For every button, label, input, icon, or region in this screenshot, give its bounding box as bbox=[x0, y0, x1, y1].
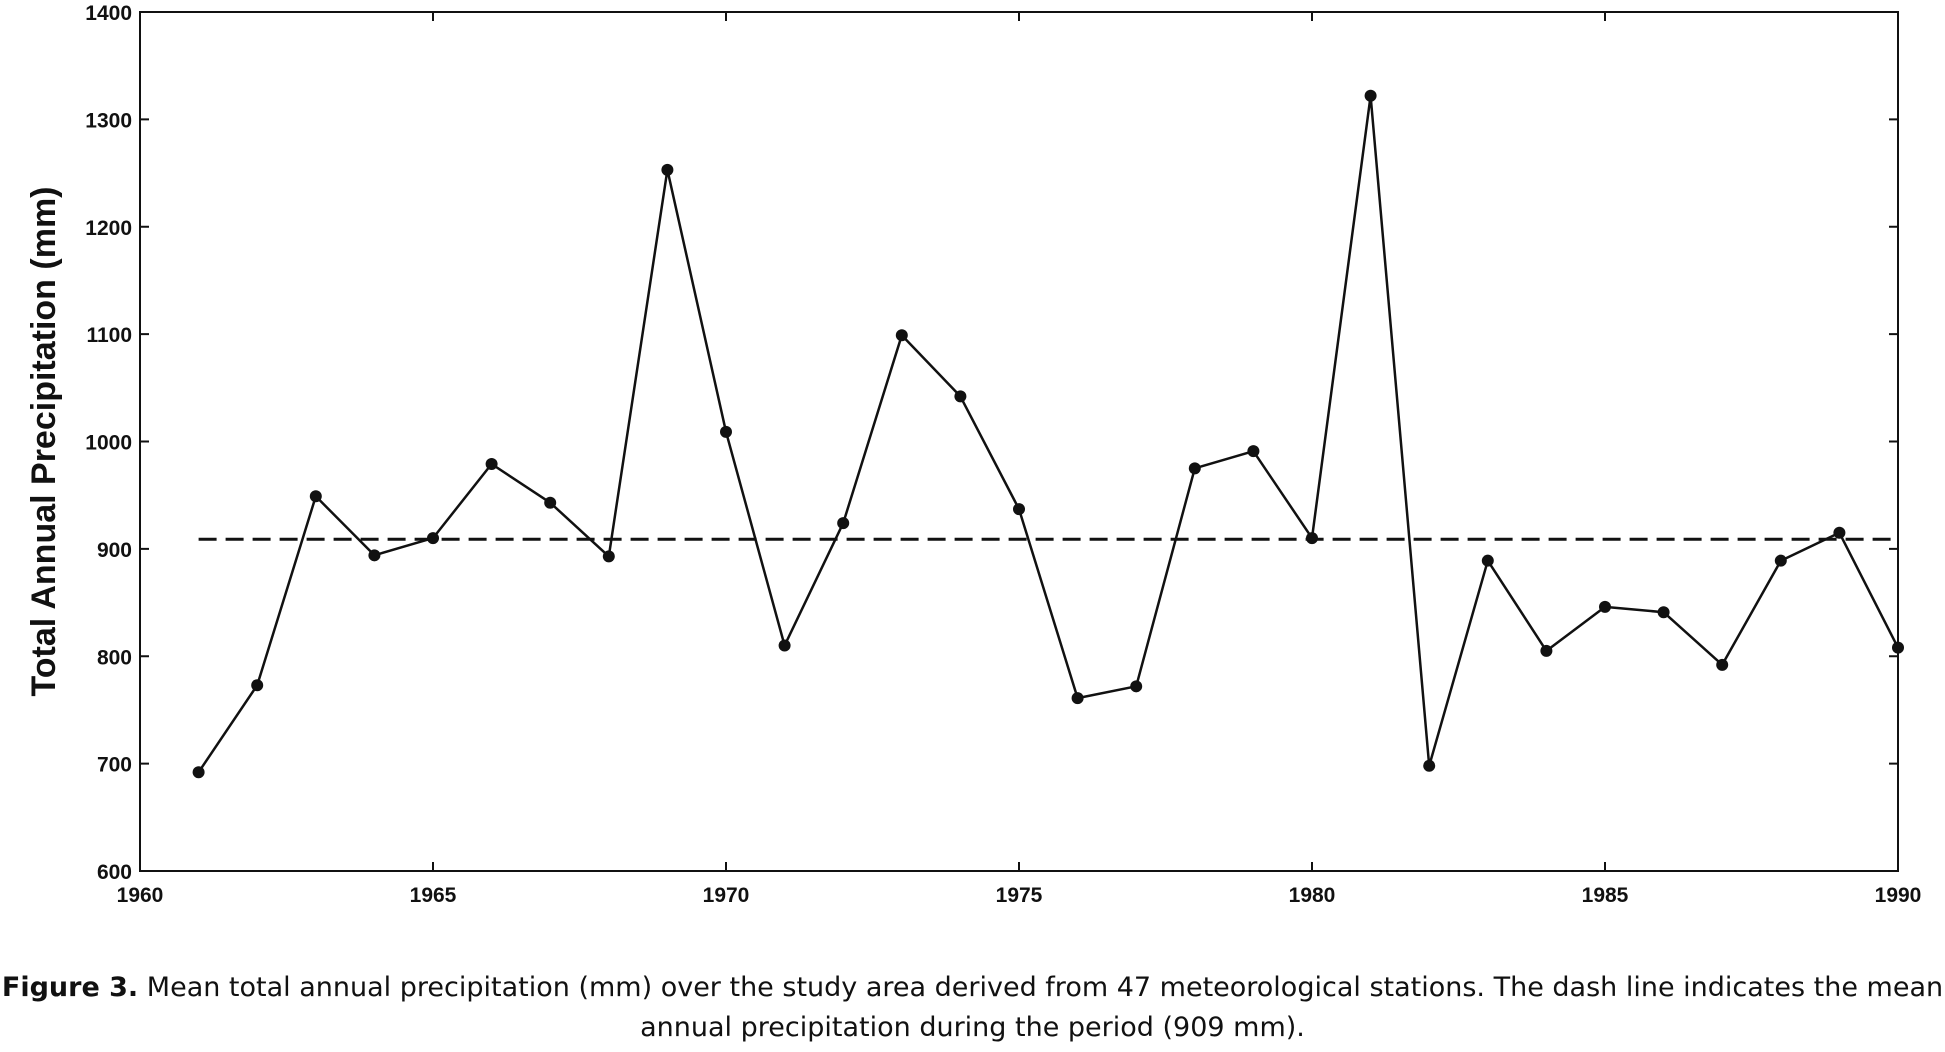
figure-label: Figure 3. bbox=[1, 972, 139, 1003]
data-point bbox=[427, 532, 439, 545]
data-point bbox=[778, 639, 791, 652]
data-point bbox=[309, 490, 322, 503]
y-tick-label: 1400 bbox=[85, 2, 132, 25]
figure-caption: Figure 3. Mean total annual precipitatio… bbox=[0, 968, 1945, 1048]
data-point bbox=[1247, 445, 1260, 458]
y-axis-label: Total Annual Precipitation (mm) bbox=[25, 186, 63, 696]
chart-area: 1960 1965 1970 1975 1980 1985 1990 600 700 800 900… bbox=[25, 2, 1921, 907]
plot-frame bbox=[139, 11, 1899, 872]
x-tick-label: 1960 bbox=[117, 884, 164, 907]
x-tick-label: 1985 bbox=[1582, 884, 1629, 907]
data-point bbox=[251, 679, 264, 692]
data-point bbox=[1071, 692, 1084, 705]
data-point bbox=[1130, 680, 1143, 693]
data-point bbox=[368, 549, 381, 562]
data-point bbox=[1540, 644, 1553, 657]
data-point bbox=[1657, 606, 1670, 619]
line-chart: 1960 1965 1970 1975 1980 1985 1990 600 700 800 900… bbox=[25, 2, 1921, 907]
y-tick-label: 1300 bbox=[85, 109, 132, 132]
data-point bbox=[192, 766, 205, 779]
data-point bbox=[1833, 526, 1846, 539]
y-tick-label: 600 bbox=[97, 861, 132, 884]
data-point bbox=[895, 329, 908, 342]
data-point bbox=[544, 496, 557, 509]
data-point bbox=[954, 390, 967, 403]
precipitation-line bbox=[197, 94, 1900, 773]
data-point bbox=[1892, 641, 1904, 654]
x-tick-label: 1970 bbox=[703, 884, 750, 907]
data-point bbox=[1716, 658, 1729, 671]
data-series bbox=[192, 89, 1904, 779]
y-tick-label: 1200 bbox=[85, 217, 132, 240]
y-tick-label: 700 bbox=[97, 754, 132, 777]
y-tick-label: 1100 bbox=[86, 324, 132, 347]
data-point bbox=[602, 550, 615, 563]
data-point bbox=[1013, 503, 1025, 516]
data-point bbox=[1481, 554, 1494, 567]
y-tick-label: 1000 bbox=[85, 432, 132, 455]
data-point bbox=[720, 425, 732, 438]
caption-text: Mean total annual precipitation (mm) ove… bbox=[138, 972, 1944, 1043]
axis-ticks: 1960 1965 1970 1975 1980 1985 1990 600 700 800 900… bbox=[85, 2, 1921, 907]
data-point bbox=[1423, 759, 1436, 772]
data-point bbox=[1599, 600, 1611, 613]
data-point bbox=[837, 517, 850, 530]
y-tick-label: 900 bbox=[97, 539, 132, 562]
data-point bbox=[1188, 462, 1201, 475]
y-tick-label: 800 bbox=[97, 646, 132, 669]
data-point bbox=[1364, 89, 1377, 102]
data-point bbox=[1774, 554, 1787, 567]
data-point bbox=[485, 458, 498, 471]
x-tick-label: 1965 bbox=[410, 884, 457, 907]
x-tick-label: 1980 bbox=[1289, 884, 1336, 907]
x-tick-label: 1975 bbox=[996, 884, 1043, 907]
data-point bbox=[661, 163, 674, 176]
x-tick-label: 1990 bbox=[1875, 884, 1922, 907]
